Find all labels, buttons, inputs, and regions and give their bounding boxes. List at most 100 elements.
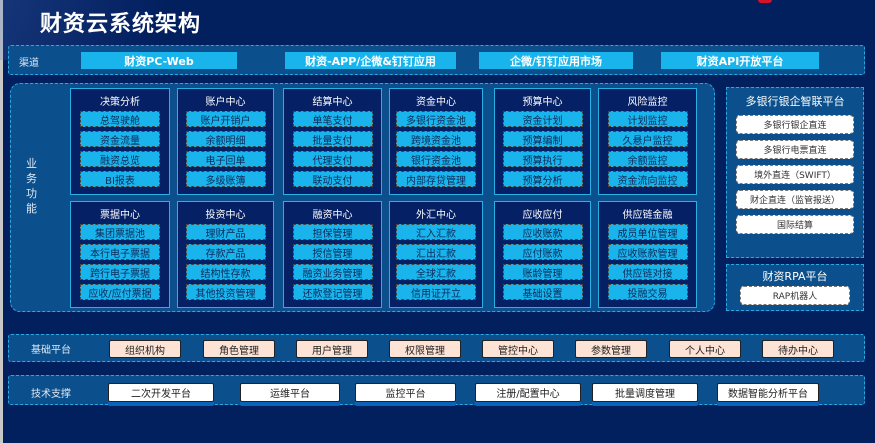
base-item[interactable]: 组织机构: [109, 340, 181, 358]
module-item[interactable]: 应付账款: [502, 244, 583, 260]
base-item[interactable]: 角色管理: [203, 340, 275, 358]
module-title: 外汇中心: [416, 210, 456, 221]
module-item[interactable]: 担保管理: [292, 224, 373, 240]
module-item[interactable]: 代理支付: [292, 151, 373, 167]
tech-item[interactable]: 监控平台: [355, 383, 456, 402]
module-item[interactable]: 总驾驶舱: [80, 111, 160, 127]
bank-item[interactable]: 多银行电票直连: [736, 140, 854, 159]
module-item[interactable]: 资金计划: [502, 111, 583, 127]
bank-item[interactable]: 境外直连（SWIFT）: [736, 165, 854, 184]
channel-app[interactable]: 财资-APP/企微&钉钉应用: [285, 52, 456, 69]
module-title: 供应链金融: [622, 210, 673, 221]
module-item[interactable]: 联动支付: [292, 171, 373, 187]
module-card: 应收应付 应收账款 应付账款 账龄管理 基础设置: [494, 201, 591, 308]
base-item[interactable]: 管控中心: [482, 340, 554, 358]
module-item[interactable]: 电子回单: [185, 151, 266, 167]
tech-item[interactable]: 二次开发平台: [108, 383, 214, 402]
page-title: 财资云系统架构: [40, 12, 202, 37]
module-item[interactable]: 供应链对接: [607, 264, 688, 280]
module-item[interactable]: 跨行电子票据: [80, 264, 160, 280]
module-item[interactable]: 信用证开立: [396, 284, 476, 300]
module-item[interactable]: 久悬户监控: [607, 131, 688, 147]
module-item[interactable]: 预算执行: [502, 151, 583, 167]
module-item[interactable]: 集团票据池: [80, 224, 160, 240]
module-item[interactable]: 还款登记管理: [292, 284, 373, 300]
module-card: 外汇中心汇入汇款汇出汇款全球汇款信用证开立: [389, 201, 483, 308]
module-item[interactable]: 成员单位管理: [607, 224, 688, 240]
module-title: 融资中心: [312, 210, 353, 221]
base-band: 基础平台 组织机构 角色管理 用户管理 权限管理 管控中心 参数管理 个人中心 待办中心: [8, 334, 865, 362]
module-item[interactable]: 预算编制: [502, 131, 583, 147]
module-title: 预算中心: [522, 97, 563, 108]
module-item[interactable]: 融资总览: [80, 151, 160, 167]
module-item[interactable]: 基础设置: [502, 284, 583, 300]
module-item[interactable]: 预算分析: [502, 171, 583, 187]
module-card: 决策分析总驾驶舱资金流量融资总览 BI报表: [70, 88, 170, 195]
tech-item[interactable]: 数据智能分析平台: [717, 383, 819, 402]
tech-item[interactable]: 运维平台: [240, 383, 340, 402]
base-item[interactable]: 参数管理: [575, 340, 647, 358]
module-item[interactable]: 资金流向监控: [607, 171, 688, 187]
module-item[interactable]: 余额明细: [185, 131, 266, 147]
module-item[interactable]: 资金流量: [80, 131, 160, 147]
bank-panel: 多银行银企智联平台 多银行银企直连 多银行电票直连 境外直连（SWIFT） 财企直连（…: [726, 87, 864, 258]
module-item[interactable]: 汇出汇款: [396, 244, 476, 260]
module-item[interactable]: 本行电子票据: [80, 244, 160, 260]
module-item[interactable]: 多级账簿: [185, 171, 266, 187]
module-item[interactable]: 理财产品: [185, 224, 266, 240]
rpa-title: 财资RPA平台: [762, 270, 828, 283]
module-title: 账户中心: [205, 97, 246, 108]
bank-item[interactable]: 多银行银企直连: [736, 115, 854, 134]
module-item[interactable]: 投融交易: [607, 284, 688, 300]
module-item[interactable]: 应收账款: [502, 224, 583, 240]
base-item[interactable]: 权限管理: [389, 340, 461, 358]
channel-pc-web[interactable]: 财资PC-Web: [81, 52, 237, 69]
base-item[interactable]: 用户管理: [296, 340, 368, 358]
logo-icon: [758, 0, 772, 3]
module-card: 投资中心 理财产品 存款产品 结构性存款 其他投资管理: [177, 201, 274, 308]
tech-label: 技术支撑: [31, 389, 71, 400]
tech-item[interactable]: 批量调度管理: [592, 383, 698, 402]
base-item[interactable]: 待办中心: [762, 340, 834, 358]
base-label: 基础平台: [31, 345, 71, 356]
module-card: 供应链金融成员单位管理 应收账款管理 供应链对接投融交易: [598, 201, 697, 308]
tech-item[interactable]: 注册/配置中心: [475, 383, 581, 402]
business-label: 业务功能: [26, 157, 37, 215]
module-item[interactable]: 单笔支付: [292, 111, 373, 127]
module-item[interactable]: 批量支付: [292, 131, 373, 147]
module-item[interactable]: 汇入汇款: [396, 224, 476, 240]
module-item[interactable]: 全球汇款: [396, 264, 476, 280]
rpa-item[interactable]: RAP机器人: [740, 286, 850, 305]
channel-market[interactable]: 企微/钉钉应用市场: [479, 52, 633, 69]
base-item[interactable]: 个人中心: [669, 340, 741, 358]
module-item[interactable]: 存款产品: [185, 244, 266, 260]
module-card: 票据中心集团票据池本行电子票据 跨行电子票据 应收/应付票据: [70, 201, 170, 308]
module-card: 融资中心担保管理授信管理融资业务管理 还款登记管理: [283, 201, 382, 308]
module-card: 结算中心 单笔支付 批量支付 代理支付 联动支付: [283, 88, 382, 195]
bank-item[interactable]: 国际结算: [736, 215, 854, 234]
module-item[interactable]: 账龄管理: [502, 264, 583, 280]
module-item[interactable]: 跨境资金池: [396, 131, 476, 147]
module-title: 资金中心: [416, 97, 456, 108]
window-edge: [0, 0, 3, 443]
module-item[interactable]: 应收/应付票据: [80, 284, 160, 300]
module-item[interactable]: 银行资金池: [396, 151, 476, 167]
module-item[interactable]: 应收账款管理: [607, 244, 688, 260]
bank-item[interactable]: 财企直连（监管报送）: [736, 190, 854, 209]
module-title: 决策分析: [100, 97, 140, 108]
module-item[interactable]: BI报表: [80, 171, 160, 187]
module-item[interactable]: 计划监控: [607, 111, 688, 127]
module-item[interactable]: 授信管理: [292, 244, 373, 260]
module-item[interactable]: 结构性存款: [185, 264, 266, 280]
module-card: 预算中心资金计划预算编制预算执行预算分析: [494, 88, 591, 195]
rpa-panel: 财资RPA平台 RAP机器人: [726, 264, 864, 311]
module-card: 账户中心账户开销户余额明细电子回单多级账簿: [177, 88, 274, 195]
module-item[interactable]: 融资业务管理: [292, 264, 373, 280]
module-item[interactable]: 账户开销户: [185, 111, 266, 127]
module-item[interactable]: 多银行资金池: [396, 111, 476, 127]
module-item[interactable]: 内部存贷管理: [396, 171, 476, 187]
module-item[interactable]: 其他投资管理: [185, 284, 266, 300]
module-title: 票据中心: [100, 210, 140, 221]
module-item[interactable]: 余额监控: [607, 151, 688, 167]
channel-api[interactable]: 财资API开放平台: [661, 52, 819, 69]
